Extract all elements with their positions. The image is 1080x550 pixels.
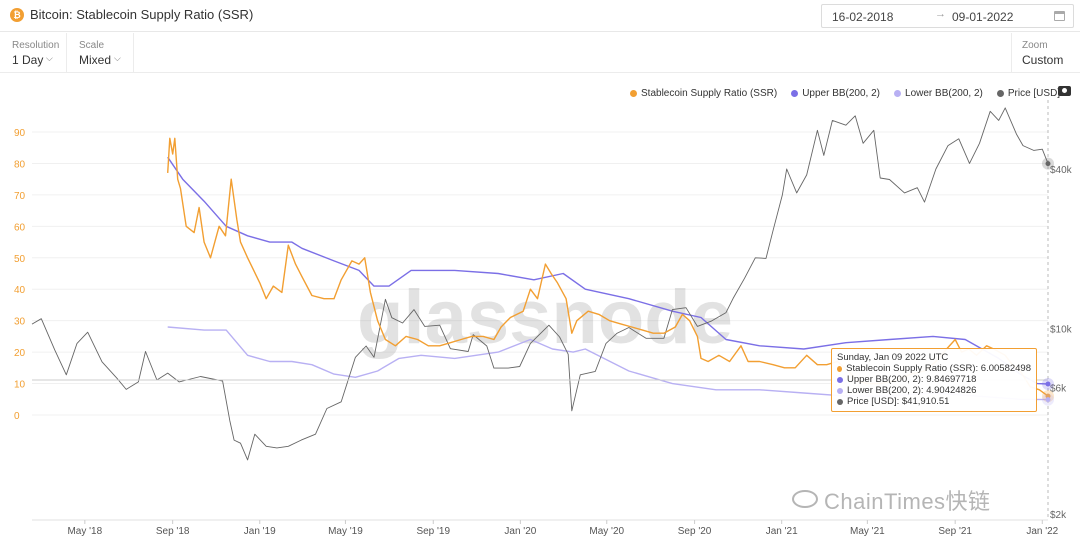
y-left-tick-label: 70 [14,191,26,202]
x-tick-label: May '20 [589,526,624,537]
series-line-upper-bb-200-2 [167,156,1049,385]
chart-legend: Stablecoin Supply Ratio (SSR) Upper BB(20… [630,86,1074,100]
y-left-tick-label: 90 [14,128,26,139]
tooltip-row: Upper BB(200, 2): 9.84697718 [837,374,1031,385]
header-bar: ₿ Bitcoin: Stablecoin Supply Ratio (SSR)… [0,0,1080,32]
y-left-tick-label: 0 [14,411,20,422]
legend-dot-icon [894,89,902,97]
series-endpoint [1045,161,1051,167]
legend-item[interactable]: Lower BB(200, 2) [894,86,983,100]
wechat-icon [792,490,818,508]
legend-dot-icon [996,89,1004,97]
resolution-label: Resolution [12,40,60,51]
y-left-tick-label: 50 [14,254,26,265]
y-right-tick-label: $40k [1050,165,1073,176]
resolution-value[interactable]: 1 Day [12,53,44,67]
tooltip-dot-icon [837,387,843,394]
tooltip-row: Price [USD]: $41,910.51 [837,396,1031,407]
x-tick-label: May '18 [67,526,102,537]
y-left-tick-label: 10 [14,380,26,391]
tooltip-row: Lower BB(200, 2): 4.90424826 [837,385,1031,396]
arrow-right-icon: → [935,8,946,20]
tooltip-text: Stablecoin Supply Ratio (SSR): 6.0058249… [846,363,1031,374]
legend-label: Lower BB(200, 2) [905,87,983,99]
y-left-tick-label: 20 [14,348,26,359]
resolution-select[interactable]: Resolution 1 Day ⌵ [0,33,67,73]
camera-icon[interactable] [1058,86,1071,96]
series-endpoint [1045,397,1051,403]
x-tick-label: Sep '21 [938,526,972,537]
date-start[interactable]: 16-02-2018 [832,10,894,24]
tooltip-dot-icon [837,376,843,383]
bitcoin-icon: ₿ [10,8,24,22]
legend-item[interactable]: Stablecoin Supply Ratio (SSR) [630,86,777,100]
legend-item[interactable]: Upper BB(200, 2) [791,86,880,100]
x-tick-label: Jan '22 [1026,526,1058,537]
tooltip-text: Price [USD]: $41,910.51 [847,396,950,407]
x-tick-label: May '19 [328,526,363,537]
tooltip-text: Upper BB(200, 2): 9.84697718 [847,374,977,385]
zoom-value[interactable]: Custom [1022,53,1064,67]
glassnode-watermark: glassnode [357,275,733,360]
date-range-picker[interactable]: 16-02-2018 → 09-01-2022 [821,4,1074,28]
y-left-tick-label: 80 [14,159,26,170]
date-end[interactable]: 09-01-2022 [952,10,1014,24]
tooltip-text: Lower BB(200, 2): 4.90424826 [847,385,977,396]
y-left-tick-label: 60 [14,222,26,233]
scale-value[interactable]: Mixed [79,53,112,67]
legend-dot-icon [630,89,637,97]
x-tick-label: Jan '21 [766,526,798,537]
x-tick-label: Sep '19 [416,526,450,537]
series-line-price-usd [31,107,1049,461]
x-tick-label: Sep '18 [156,526,190,537]
chart-toolbar: Resolution 1 Day ⌵ Scale Mixed ⌵ Zoom Cu… [0,33,1080,73]
chevron-down-icon[interactable]: ⌵ [46,53,53,63]
tooltip-dot-icon [837,365,843,372]
legend-label: Stablecoin Supply Ratio (SSR) [641,87,778,99]
x-tick-label: Sep '20 [678,526,712,537]
tooltip-dot-icon [837,398,843,405]
scale-select[interactable]: Scale Mixed ⌵ [67,33,134,73]
legend-label: Upper BB(200, 2) [802,87,881,99]
chevron-down-icon[interactable]: ⌵ [114,53,121,63]
y-right-tick-label: $10k [1050,325,1073,336]
calendar-icon[interactable] [1054,11,1065,21]
x-tick-label: Jan '19 [244,526,276,537]
y-left-tick-label: 40 [14,285,26,296]
tooltip-date: Sunday, Jan 09 2022 UTC [837,352,949,363]
legend-item[interactable]: Price [USD] [996,86,1061,100]
chart-title: Bitcoin: Stablecoin Supply Ratio (SSR) [30,7,254,22]
chart-tooltip: Sunday, Jan 09 2022 UTC Stablecoin Suppl… [831,348,1037,412]
chart-plot[interactable]: 0 10 20 30 40 50 60 70 80 90 $2k $6k $10k $40k May '18… [0,100,1080,550]
legend-label: Price [USD] [1007,87,1061,99]
legend-dot-icon [791,89,799,97]
watermark-text: ChainTimes快链 [824,489,991,514]
y-left-tick-label: 30 [14,317,26,328]
y-right-tick-label: $6k [1050,383,1067,394]
zoom-select[interactable]: Zoom Custom [1011,33,1080,73]
series-endpoint [1045,393,1051,399]
series-endpoint [1045,381,1051,387]
scale-label: Scale [79,40,105,51]
x-tick-label: May '21 [850,526,885,537]
zoom-label: Zoom [1022,40,1048,51]
tooltip-row: Stablecoin Supply Ratio (SSR): 6.0058249… [837,363,1031,374]
y-right-tick-label: $2k [1050,510,1067,521]
x-tick-label: Jan '20 [504,526,536,537]
